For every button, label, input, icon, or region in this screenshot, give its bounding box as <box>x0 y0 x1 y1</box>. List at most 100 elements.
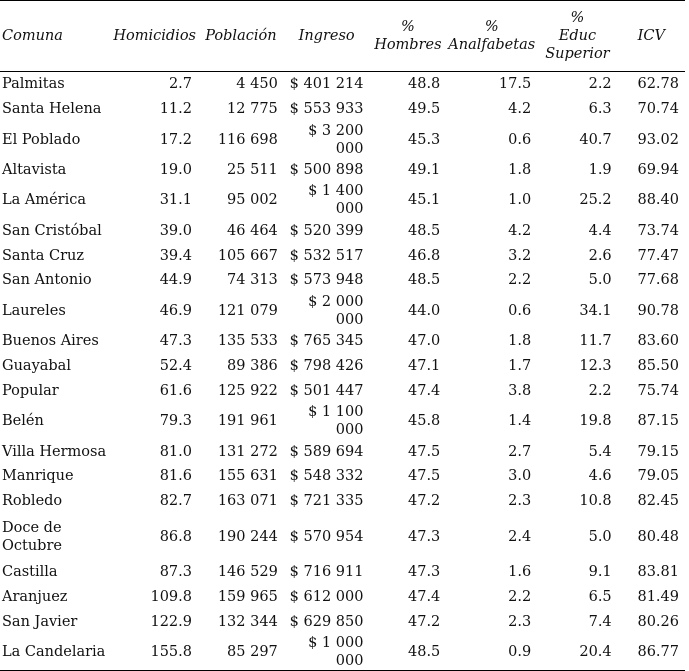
value-cell: 3.8 <box>508 382 532 399</box>
header-line: ICV <box>637 28 665 44</box>
value-cell: 4.4 <box>588 222 612 239</box>
value-cell: $ 570 954 <box>289 528 364 545</box>
value-cell: 80.48 <box>637 528 679 545</box>
header-row: Comuna Homicidios Población Ingreso% Hombres… <box>0 0 685 72</box>
value-cell: 2.2 <box>588 382 612 399</box>
value-cell: 125 922 <box>217 382 278 399</box>
value-cell: 11.7 <box>579 333 612 350</box>
value-cell: 46.8 <box>408 247 441 264</box>
value-cell: 2.3 <box>508 613 532 630</box>
value-cell: 1.4 <box>508 413 532 430</box>
comuna-cell: Villa Hermosa <box>2 443 107 460</box>
value-cell: 87.15 <box>637 413 679 430</box>
table-row: Altavista 19.0 25 511 $ 500 898 49.1 1.8 1.9 69… <box>0 158 685 183</box>
value-cell: 85.50 <box>637 357 679 374</box>
table-row: Palmitas 2.7 4 450 $ 401 214 48.8 17.5 2.2 62.7… <box>0 72 685 97</box>
value-cell: 73.74 <box>637 222 679 239</box>
value-cell: 46.9 <box>159 302 192 319</box>
value-cell: 79.05 <box>637 468 679 485</box>
value-cell: 44.9 <box>159 272 192 289</box>
value-cell: 191 961 <box>217 413 278 430</box>
value-cell: 31.1 <box>159 192 192 209</box>
table-row: La Candelaria 155.8 85 297 $ 1 000 000 48.5 0… <box>0 633 685 671</box>
table-row: La América 31.1 95 002 $ 1 400 000 45.1 1.0 25… <box>0 182 685 218</box>
value-cell: 3.2 <box>508 247 532 264</box>
value-cell: 82.7 <box>159 493 192 510</box>
value-cell: 45.8 <box>408 413 441 430</box>
table-row: San Javier 122.9 132 344 $ 629 850 47.2 2.3 7.… <box>0 609 685 634</box>
comuna-cell: Robledo <box>2 493 63 510</box>
header-line: Superior <box>545 46 610 62</box>
value-cell: 131 272 <box>217 443 278 460</box>
value-cell: 4 450 <box>236 76 278 93</box>
value-cell: 48.5 <box>408 222 441 239</box>
value-cell: 86.8 <box>159 528 192 545</box>
value-cell: 190 244 <box>217 528 278 545</box>
value-cell: $ 1 400 000 <box>308 183 364 218</box>
value-cell: 135 533 <box>217 333 278 350</box>
value-cell: 52.4 <box>159 357 192 374</box>
value-cell: 6.3 <box>588 101 612 118</box>
value-cell: 45.3 <box>408 131 441 148</box>
value-cell: $ 765 345 <box>289 333 364 350</box>
value-cell: 9.1 <box>588 563 612 580</box>
value-cell: 45.1 <box>408 192 441 209</box>
value-cell: 85 297 <box>198 633 284 671</box>
table-body: Palmitas 2.7 4 450 $ 401 214 48.8 17.5 2.2 62.7… <box>0 72 685 671</box>
value-cell: 2.6 <box>588 247 612 264</box>
value-cell: 20.4 <box>537 633 618 671</box>
value-cell: 81.6 <box>159 468 192 485</box>
value-cell: 12 775 <box>227 101 278 118</box>
value-cell: 0.6 <box>508 302 532 319</box>
value-cell: 70.74 <box>637 101 679 118</box>
value-cell: 44.0 <box>408 302 441 319</box>
value-cell: 121 079 <box>217 302 278 319</box>
value-cell: 46 464 <box>227 222 278 239</box>
value-cell: $ 501 447 <box>289 382 364 399</box>
value-cell: 109.8 <box>150 588 192 605</box>
value-cell: 81.49 <box>637 588 679 605</box>
header-homicidios: Homicidios <box>111 0 198 72</box>
value-cell: 4.6 <box>588 468 612 485</box>
table-row: Aranjuez 109.8 159 965 $ 612 000 47.4 2.2 6.5 8… <box>0 584 685 609</box>
value-cell: $ 573 948 <box>289 272 364 289</box>
value-cell: 74 313 <box>227 272 278 289</box>
value-cell: 163 071 <box>217 493 278 510</box>
value-cell: 79.3 <box>159 413 192 430</box>
value-cell: 77.68 <box>637 272 679 289</box>
value-cell: 17.2 <box>159 131 192 148</box>
value-cell: 7.4 <box>588 613 612 630</box>
comuna-cell: Manrique <box>2 468 74 485</box>
table-row: Buenos Aires 47.3 135 533 $ 765 345 47.0 1.8 1… <box>0 329 685 354</box>
value-cell: 47.3 <box>408 528 441 545</box>
comuna-cell: Popular <box>2 382 59 399</box>
header-line: Comuna <box>2 28 63 44</box>
value-cell: 122.9 <box>150 613 192 630</box>
value-cell: 47.5 <box>408 468 441 485</box>
value-cell: $ 716 911 <box>289 563 364 580</box>
table-row: Laureles 46.9 121 079 $ 2 000 000 44.0 0.6 34.… <box>0 293 685 329</box>
value-cell: 80.26 <box>637 613 679 630</box>
value-cell: 69.94 <box>637 161 679 178</box>
table-row: Guayabal 52.4 89 386 $ 798 426 47.1 1.7 12.3 85… <box>0 354 685 379</box>
value-cell: 47.3 <box>408 563 441 580</box>
value-cell: 77.47 <box>637 247 679 264</box>
value-cell: 19.0 <box>159 161 192 178</box>
comuna-cell: San Antonio <box>2 272 92 289</box>
value-cell: 34.1 <box>579 302 612 319</box>
table-row: San Antonio 44.9 74 313 $ 573 948 48.5 2.2 5.0… <box>0 268 685 293</box>
value-cell: 3.0 <box>508 468 532 485</box>
value-cell: 48.8 <box>408 76 441 93</box>
value-cell: 75.74 <box>637 382 679 399</box>
value-cell: 47.1 <box>408 357 441 374</box>
value-cell: $ 1 100 000 <box>308 404 364 439</box>
table-row: Santa Helena 11.2 12 775 $ 553 933 49.5 4.2 6.… <box>0 97 685 122</box>
value-cell: 19.8 <box>579 413 612 430</box>
value-cell: 47.0 <box>408 333 441 350</box>
value-cell: 1.6 <box>508 563 532 580</box>
header-line: Población <box>205 28 277 44</box>
value-cell: 2.7 <box>508 443 532 460</box>
header-poblacion: Población <box>198 0 284 72</box>
header-ingreso: Ingreso <box>283 0 370 72</box>
value-cell: 105 667 <box>217 247 278 264</box>
